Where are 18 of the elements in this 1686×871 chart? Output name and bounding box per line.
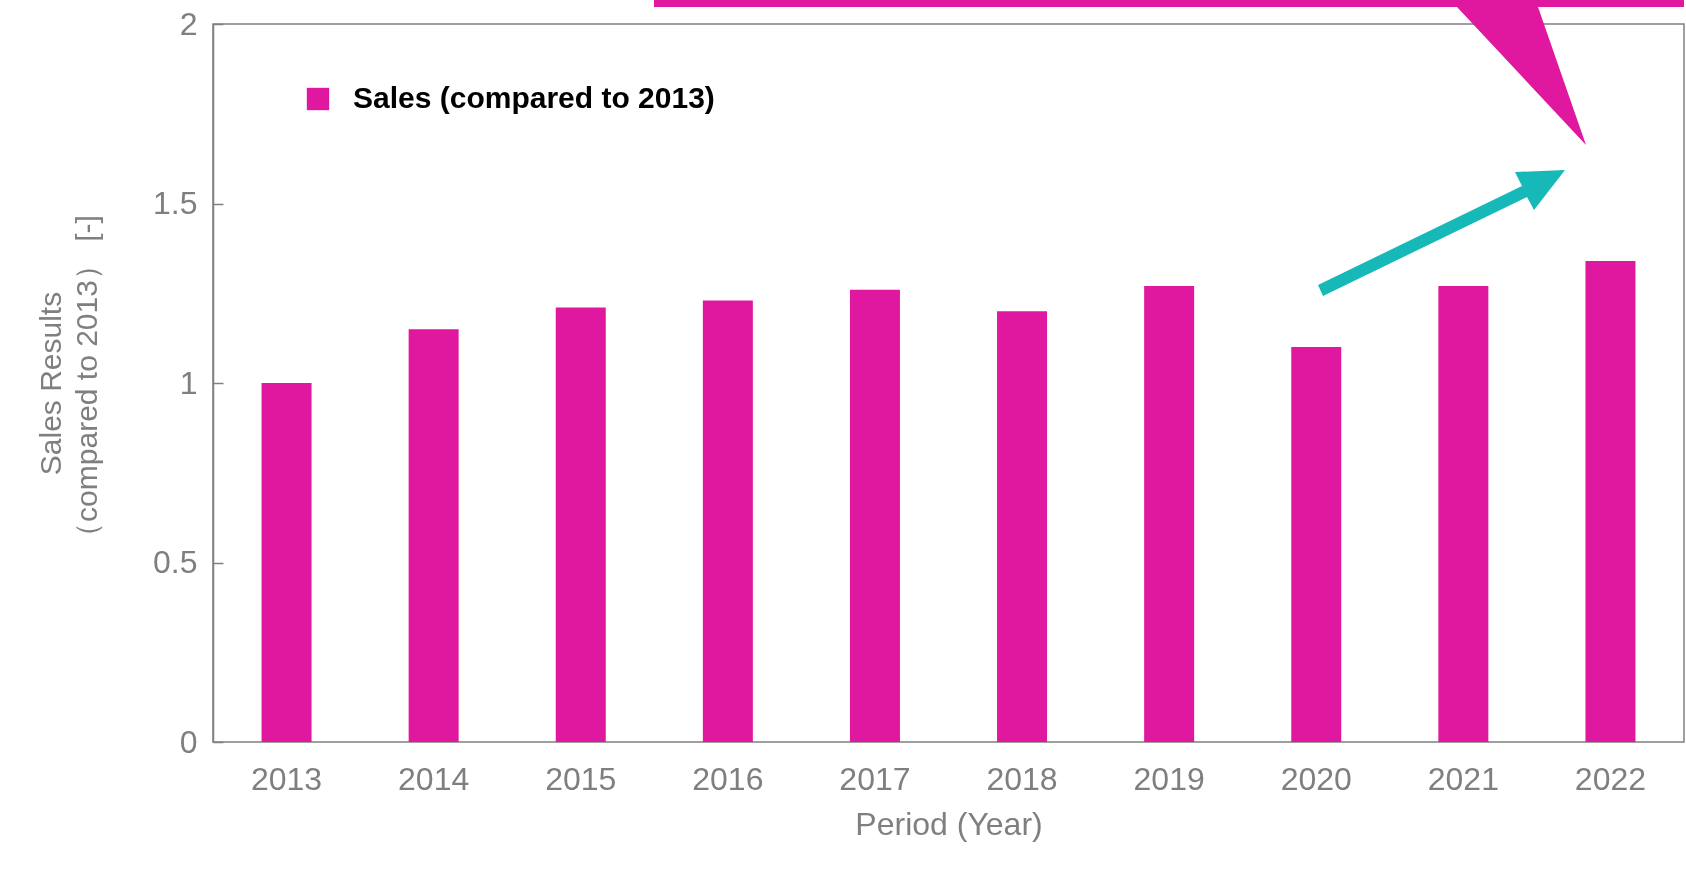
x-tick-label: 2016 — [692, 760, 764, 797]
x-tick-label: 2020 — [1280, 760, 1352, 797]
y-tick-label: 2 — [179, 5, 198, 42]
y-tick-label: 1 — [179, 364, 198, 401]
x-tick-label: 2013 — [250, 760, 323, 797]
y-tick-label: 0 — [179, 723, 198, 760]
y-tick-label: 0.5 — [153, 544, 198, 580]
legend-label: Sales (compared to 2013) — [353, 81, 715, 114]
x-tick-label: 2022 — [1574, 760, 1647, 797]
x-tick-label: 2018 — [986, 760, 1058, 797]
x-tick-label: 2014 — [398, 760, 470, 797]
y-axis-title: Sales Results （compared to 2013） [-] — [34, 215, 104, 552]
y-tick-label: 1.5 — [153, 185, 198, 221]
x-tick-label: 2019 — [1133, 760, 1205, 797]
x-tick-label: 2017 — [839, 760, 911, 797]
x-tick-label: 2015 — [545, 760, 617, 797]
x-tick-label: 2021 — [1427, 760, 1499, 797]
x-axis-title: Period (Year) — [855, 805, 1043, 842]
